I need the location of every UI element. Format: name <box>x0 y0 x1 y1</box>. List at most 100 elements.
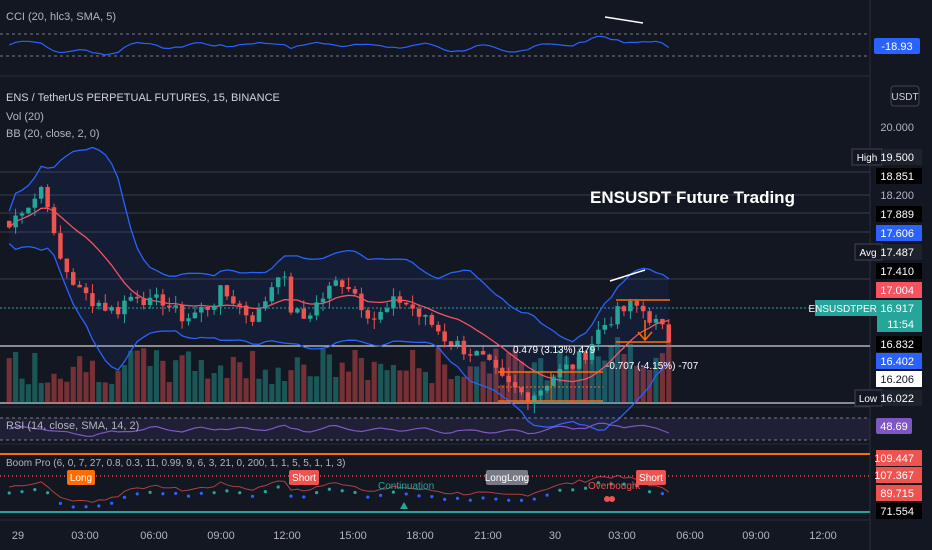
price-scale[interactable]: USDT 20.000 High 19.500 18.851 18.200 17… <box>808 85 922 519</box>
measure-label-bottom: -0.707 (-4.15%) -707 <box>606 361 699 372</box>
candle-body <box>576 351 582 369</box>
volume-bar <box>301 364 307 403</box>
volume-bar <box>211 373 217 403</box>
volume-bar <box>653 357 659 403</box>
candle-body <box>512 382 518 388</box>
currency-label: USDT <box>891 92 918 103</box>
volume-bar <box>38 383 44 403</box>
volume-bar <box>160 360 166 403</box>
volume-bar <box>230 356 236 403</box>
boom-dot <box>379 493 383 497</box>
candle-body <box>532 395 537 404</box>
volume-bar <box>192 370 198 403</box>
trend-line[interactable] <box>609 269 646 282</box>
volume-bar <box>6 358 12 403</box>
boom-dot <box>71 505 75 509</box>
volume-bar <box>173 360 179 403</box>
candle-body <box>429 315 435 325</box>
candle-body <box>109 307 114 311</box>
candles <box>6 184 672 414</box>
volume-bar <box>109 383 115 403</box>
volume-bar <box>416 368 422 403</box>
candle-body <box>160 294 166 306</box>
candle-body <box>154 294 159 298</box>
boom-dot <box>340 489 344 493</box>
high-value: 19.500 <box>880 152 914 164</box>
candle-body <box>371 318 377 320</box>
volume-bar <box>550 375 557 403</box>
candle-body <box>589 343 595 360</box>
short-tag: Short <box>292 473 316 484</box>
volume-bar <box>442 364 448 403</box>
volume-bar <box>333 377 339 403</box>
rsi-legend[interactable]: RSI (14, close, SMA, 14, 2) <box>6 420 139 432</box>
candle-body <box>128 296 134 301</box>
candle-body <box>320 298 326 303</box>
bb-upper <box>8 146 670 343</box>
short-tag-2: Short <box>639 473 663 484</box>
boom-dot <box>212 491 216 495</box>
price-17889: 17.889 <box>880 209 914 221</box>
long-tag-bg <box>67 470 95 485</box>
boom-oscillator <box>7 474 670 509</box>
volume-bar <box>70 366 76 403</box>
time-axis[interactable]: 29 03:00 06:00 09:00 12:00 15:00 18:00 2… <box>12 530 837 542</box>
currency-button[interactable] <box>890 85 920 107</box>
candle-body <box>19 213 25 216</box>
volume-bar <box>128 350 134 403</box>
candle-body <box>32 198 38 208</box>
candle-body <box>83 287 89 294</box>
boom-legend[interactable]: Boom Pro (6, 0, 7, 27, 0.8, 0.3, 11, 0.9… <box>6 458 345 469</box>
volume-bar <box>13 351 19 403</box>
candle-body <box>551 377 556 386</box>
main-pane[interactable]: 0.479 (3.13%) 479 -0.707 (-4.15%) -707 E… <box>0 92 870 431</box>
rsi-pane[interactable]: RSI (14, close, SMA, 14, 2) 48.69 <box>0 417 912 441</box>
down-arrow-icon <box>637 331 653 342</box>
volume-bar <box>371 361 377 403</box>
candle-body <box>442 331 447 342</box>
candle-body <box>436 324 441 332</box>
rsi-line <box>9 422 670 437</box>
volume-bar <box>403 370 409 403</box>
cci-pane[interactable]: CCI (20, hlc3, SMA, 5) -18.93 <box>0 11 920 57</box>
candle-body <box>38 187 44 199</box>
boom-dot <box>481 496 485 500</box>
candle-body <box>634 300 640 306</box>
candle-body <box>621 306 627 312</box>
volume-legend[interactable]: Vol (20) <box>6 111 44 123</box>
candle-body <box>352 289 358 294</box>
boom-dot <box>430 495 434 499</box>
volume-bar <box>19 378 25 403</box>
time-label: 12:00 <box>809 530 837 542</box>
volume-bar <box>166 382 172 403</box>
candle-body <box>416 308 422 317</box>
volume-bar <box>346 371 352 403</box>
volume-bar <box>294 357 300 403</box>
bb-legend[interactable]: BB (20, close, 2, 0) <box>6 128 100 140</box>
boom-pane[interactable]: Boom Pro (6, 0, 7, 27, 0.8, 0.3, 11, 0.9… <box>0 453 870 513</box>
volume-bar <box>352 350 358 403</box>
time-label: 30 <box>549 530 561 542</box>
volume-bar <box>627 343 633 403</box>
boom-dot <box>391 490 396 494</box>
boom-dot <box>609 482 613 486</box>
symbol-legend[interactable]: ENS / TetherUS PERPETUAL FUTURES, 15, BI… <box>6 92 280 104</box>
candle-body <box>397 296 403 303</box>
candle-body <box>6 220 12 228</box>
boom-dot <box>58 501 63 505</box>
volume-bar <box>147 366 153 403</box>
boom-dot <box>583 486 588 490</box>
volume-bar <box>205 378 211 403</box>
volume-bar <box>320 348 326 403</box>
time-label: 03:00 <box>71 530 99 542</box>
time-label: 12:00 <box>273 530 301 542</box>
candle-body <box>506 375 511 383</box>
bb-fill <box>9 147 669 431</box>
cci-legend[interactable]: CCI (20, hlc3, SMA, 5) <box>6 11 116 23</box>
price-17004: 17.004 <box>880 285 914 297</box>
candle-body <box>263 301 268 309</box>
candle-body <box>70 272 76 285</box>
candle-body <box>250 315 255 322</box>
